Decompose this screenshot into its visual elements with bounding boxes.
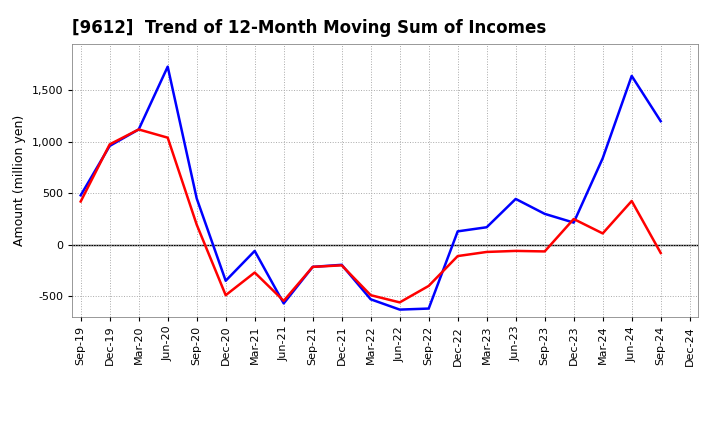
Ordinary Income (541, 211, 549, 216)
Net Income (221, 293, 230, 298)
Line: Ordinary Income: Ordinary Income (81, 66, 661, 310)
Net Income (570, 216, 578, 222)
Ordinary Income (308, 264, 317, 270)
Y-axis label: Amount (million yen): Amount (million yen) (13, 115, 26, 246)
Ordinary Income (76, 193, 85, 198)
Ordinary Income (424, 306, 433, 311)
Net Income (192, 222, 201, 227)
Ordinary Income (192, 196, 201, 201)
Net Income (279, 298, 288, 304)
Net Income (627, 198, 636, 204)
Ordinary Income (251, 248, 259, 253)
Net Income (424, 283, 433, 289)
Ordinary Income (135, 127, 143, 132)
Net Income (366, 293, 375, 298)
Ordinary Income (454, 229, 462, 234)
Net Income (308, 264, 317, 270)
Net Income (454, 253, 462, 259)
Ordinary Income (221, 278, 230, 283)
Ordinary Income (627, 73, 636, 79)
Net Income (76, 199, 85, 204)
Ordinary Income (657, 118, 665, 124)
Net Income (511, 248, 520, 253)
Net Income (657, 250, 665, 256)
Net Income (541, 249, 549, 254)
Text: [9612]  Trend of 12-Month Moving Sum of Incomes: [9612] Trend of 12-Month Moving Sum of I… (72, 19, 546, 37)
Net Income (598, 231, 607, 236)
Ordinary Income (570, 220, 578, 225)
Net Income (105, 142, 114, 147)
Legend: Ordinary Income, Net Income: Ordinary Income, Net Income (215, 438, 555, 440)
Net Income (338, 263, 346, 268)
Net Income (395, 300, 404, 305)
Ordinary Income (163, 64, 172, 69)
Ordinary Income (105, 143, 114, 149)
Ordinary Income (338, 262, 346, 268)
Net Income (251, 270, 259, 275)
Ordinary Income (511, 196, 520, 202)
Ordinary Income (482, 224, 491, 230)
Ordinary Income (366, 297, 375, 302)
Net Income (163, 135, 172, 140)
Ordinary Income (279, 301, 288, 306)
Ordinary Income (395, 307, 404, 312)
Net Income (135, 127, 143, 132)
Net Income (482, 249, 491, 255)
Ordinary Income (598, 156, 607, 161)
Line: Net Income: Net Income (81, 129, 661, 302)
